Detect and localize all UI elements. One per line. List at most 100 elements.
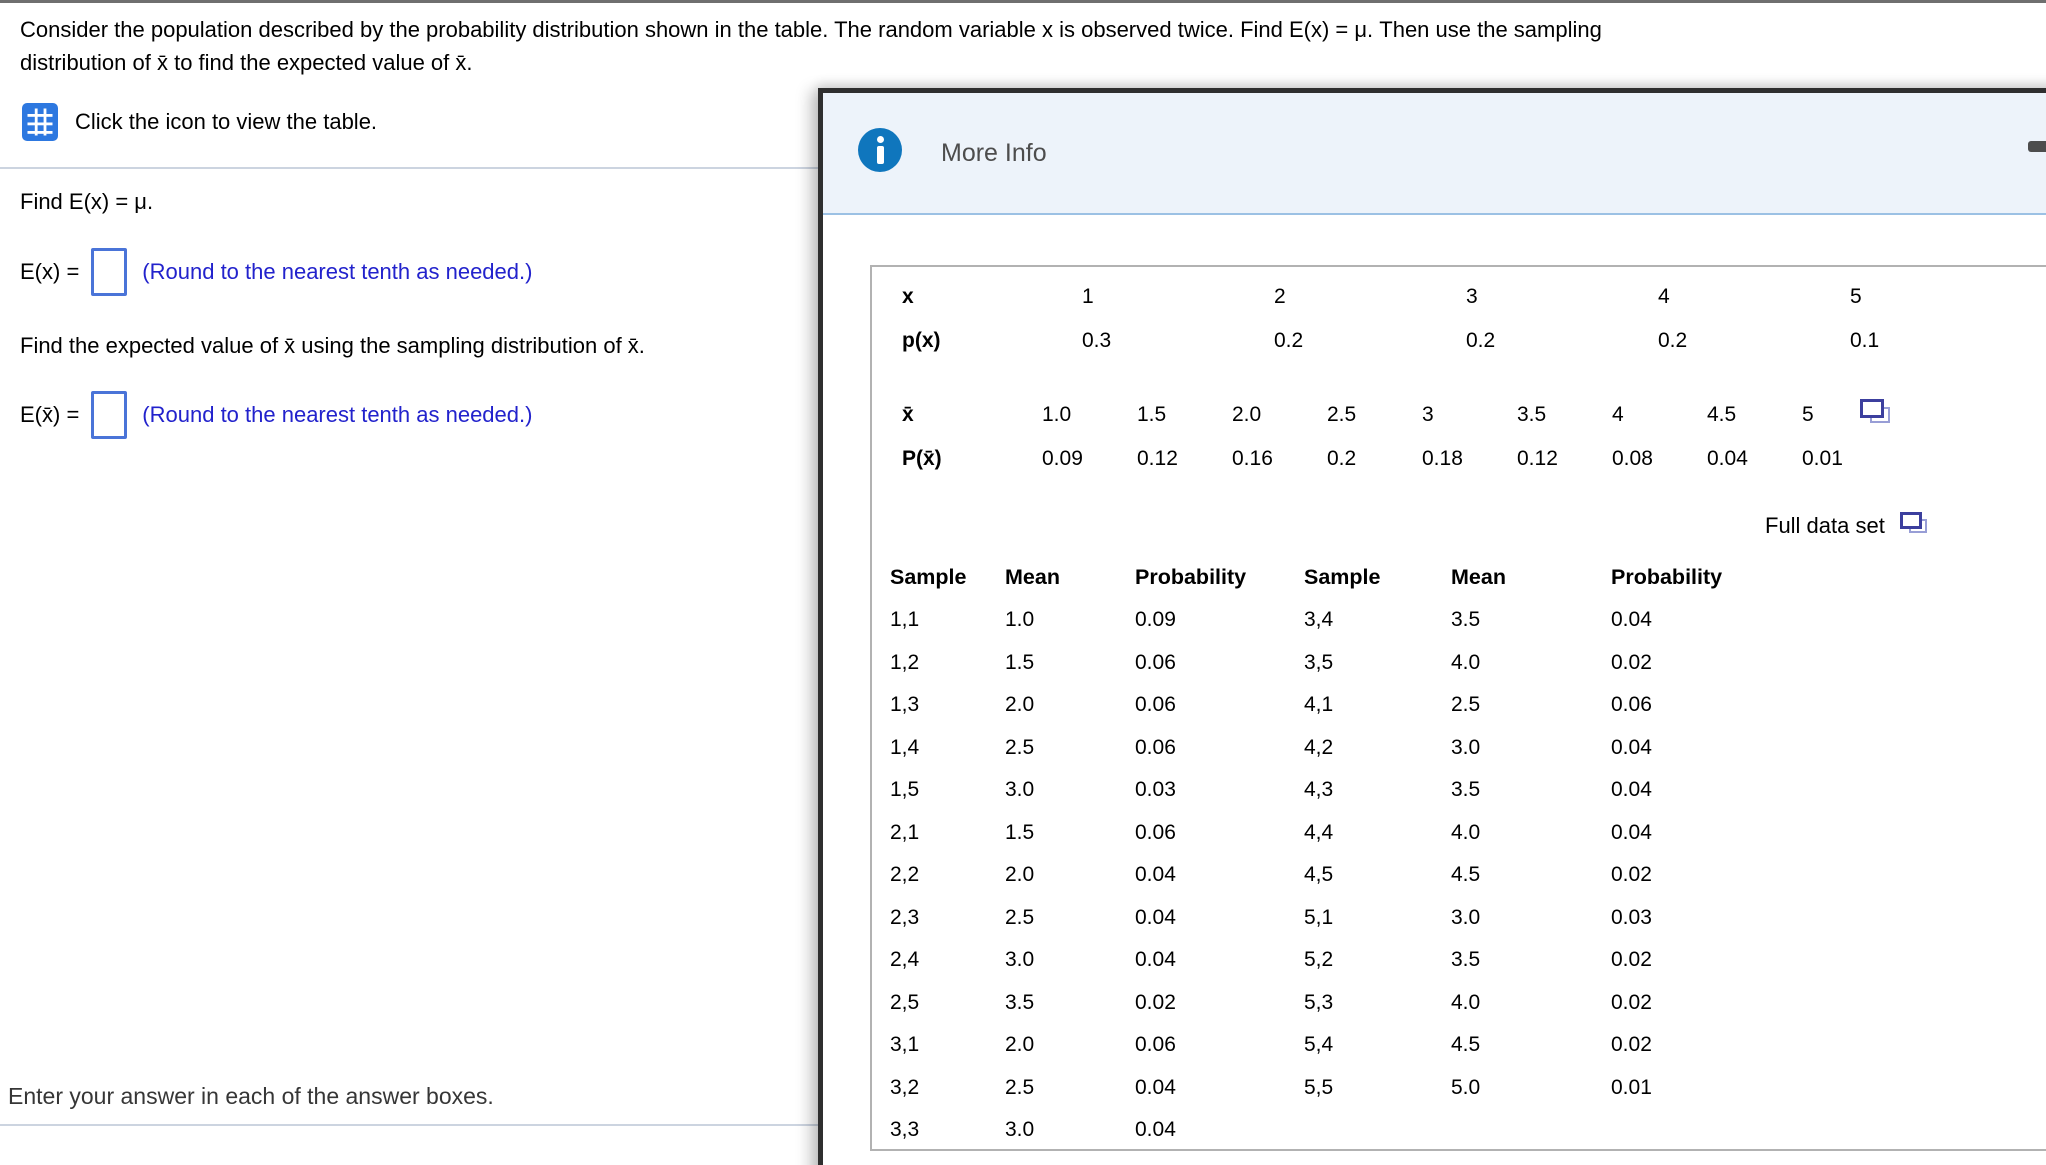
table-cell: 4	[1658, 285, 1670, 308]
table-cell: 2,2	[890, 863, 920, 887]
table-cell: 0.06	[1135, 693, 1176, 717]
table-row: 1,5 3.0 0.03 4,3 3.5 0.04	[890, 769, 1791, 812]
table-cell: 5,5	[1304, 1075, 1334, 1099]
sampling-distribution-table: x̄ 1.0 1.5 2.0 2.5 3 3.5 4 4.5 5 P(x̄) 0.09 0.12 0.16…	[902, 393, 1897, 481]
table-cell: 4,4	[1304, 820, 1334, 844]
table-cell: 0.2	[1466, 329, 1496, 352]
table-cell: 0.2	[1658, 329, 1688, 352]
table-cell: P(x̄)	[902, 447, 942, 470]
problem-statement-line-2: distribution of x̄ to find the expected …	[20, 50, 473, 75]
table-cell: 4,2	[1304, 735, 1334, 759]
table-cell: 5,1	[1304, 905, 1334, 929]
view-table-row: Click the icon to view the table.	[22, 103, 377, 141]
table-cell: 0.04	[1707, 447, 1748, 470]
table-cell: 1.0	[1005, 608, 1035, 632]
table-cell: 0.06	[1135, 735, 1176, 759]
ex-round-hint: (Round to the nearest tenth as needed.)	[142, 259, 533, 284]
table-cell: 1.0	[1042, 403, 1072, 426]
table-grid-icon[interactable]	[22, 103, 58, 141]
table-cell: 4,3	[1304, 778, 1334, 802]
column-header: Probability	[1611, 564, 1723, 589]
table-cell: 0.18	[1422, 447, 1463, 470]
table-cell: 0.2	[1274, 329, 1304, 352]
ex-answer-input[interactable]	[91, 248, 128, 296]
table-cell: 3.5	[1451, 778, 1481, 802]
table-cell: 4,1	[1304, 693, 1334, 717]
exbar-answer-input[interactable]	[91, 391, 128, 439]
table-cell: 2.5	[1005, 735, 1035, 759]
table-cell: 2.5	[1327, 403, 1357, 426]
find-exbar-label: Find the expected value of x̄ using the …	[20, 333, 645, 358]
population-distribution-table: x 1 2 3 4 5 p(x) 0.3 0.2 0.2 0.2 0.1	[902, 275, 2042, 363]
table-cell: 1.5	[1005, 650, 1035, 674]
table-cell: 3.5	[1517, 403, 1547, 426]
table-cell: 0.03	[1611, 905, 1652, 929]
table-cell: 0.02	[1611, 863, 1652, 887]
table-cell: 0.04	[1135, 863, 1176, 887]
table-row: 2,3 2.5 0.04 5,1 3.0 0.03	[890, 897, 1791, 940]
table-cell: 5	[1802, 403, 1814, 426]
table-cell: 0.04	[1135, 948, 1176, 972]
table-cell: x̄	[902, 403, 914, 426]
table-cell: 4.0	[1451, 650, 1481, 674]
table-cell: 3,1	[890, 1033, 920, 1057]
table-cell: 2.5	[1005, 905, 1035, 929]
table-row: x 1 2 3 4 5	[902, 275, 2042, 319]
table-cell: 4.5	[1451, 863, 1481, 887]
table-cell: 0.04	[1611, 820, 1652, 844]
table-row: 1,4 2.5 0.06 4,2 3.0 0.04	[890, 727, 1791, 770]
table-row: 3,1 2.0 0.06 5,4 4.5 0.02	[890, 1024, 1791, 1067]
table-cell: 0.06	[1611, 693, 1652, 717]
table-cell: 3.0	[1005, 778, 1035, 802]
table-cell: p(x)	[902, 329, 941, 352]
table-cell: 2.0	[1232, 403, 1262, 426]
open-in-new-window-icon[interactable]	[1899, 512, 1930, 539]
table-cell: 0.02	[1611, 948, 1652, 972]
table-cell: 2,4	[890, 948, 920, 972]
table-cell: 4.5	[1451, 1033, 1481, 1057]
table-cell: 0.02	[1611, 1033, 1652, 1057]
column-header: Mean	[1005, 564, 1060, 589]
table-cell: 2,3	[890, 905, 920, 929]
table-cell: 0.06	[1135, 650, 1176, 674]
table-cell: 0.04	[1135, 1075, 1176, 1099]
table-cell: 4	[1612, 403, 1624, 426]
table-cell: 0.01	[1802, 447, 1843, 470]
table-cell: 0.04	[1135, 1118, 1176, 1142]
table-cell: 0.12	[1517, 447, 1558, 470]
table-cell: 2.0	[1005, 1033, 1035, 1057]
ex-prefix: E(x) =	[20, 259, 80, 284]
table-cell: 0.02	[1611, 650, 1652, 674]
table-cell: 3.5	[1005, 990, 1035, 1014]
divider-bottom	[0, 1124, 820, 1126]
top-border	[0, 0, 2046, 3]
table-cell: 3	[1422, 403, 1434, 426]
table-cell: 3	[1466, 285, 1478, 308]
table-row: 3,2 2.5 0.04 5,5 5.0 0.01	[890, 1067, 1791, 1110]
table-cell: 2,1	[890, 820, 920, 844]
table-cell: 4,5	[1304, 863, 1334, 887]
table-cell	[1451, 1109, 1611, 1149]
table-cell	[1304, 1109, 1451, 1149]
table-cell: 0.04	[1611, 608, 1652, 632]
divider-top	[0, 167, 820, 169]
tables-panel: x 1 2 3 4 5 p(x) 0.3 0.2 0.2 0.2 0.1 x̄ 1.0 1.5 2.0 2.5…	[870, 265, 2046, 1151]
table-cell: 3.0	[1451, 735, 1481, 759]
full-data-set-table: Sample Mean Probability Sample Mean Probabili…	[890, 555, 1791, 1149]
open-in-new-window-icon[interactable]	[1860, 399, 1890, 426]
exbar-round-hint: (Round to the nearest tenth as needed.)	[142, 402, 533, 427]
view-table-instruction: Click the icon to view the table.	[75, 109, 378, 134]
dialog-title: More Info	[941, 138, 1047, 167]
minimize-icon[interactable]	[2028, 141, 2046, 152]
table-cell: x	[902, 285, 914, 308]
table-cell: 3.0	[1005, 1118, 1035, 1142]
table-row: 2,2 2.0 0.04 4,5 4.5 0.02	[890, 854, 1791, 897]
table-cell: 5,3	[1304, 990, 1334, 1014]
table-cell: 0.06	[1135, 1033, 1176, 1057]
table-cell: 1,1	[890, 608, 920, 632]
table-row: 2,1 1.5 0.06 4,4 4.0 0.04	[890, 812, 1791, 855]
table-cell: 3.5	[1451, 608, 1481, 632]
table-cell: 0.12	[1137, 447, 1178, 470]
table-cell: 3.0	[1451, 905, 1481, 929]
